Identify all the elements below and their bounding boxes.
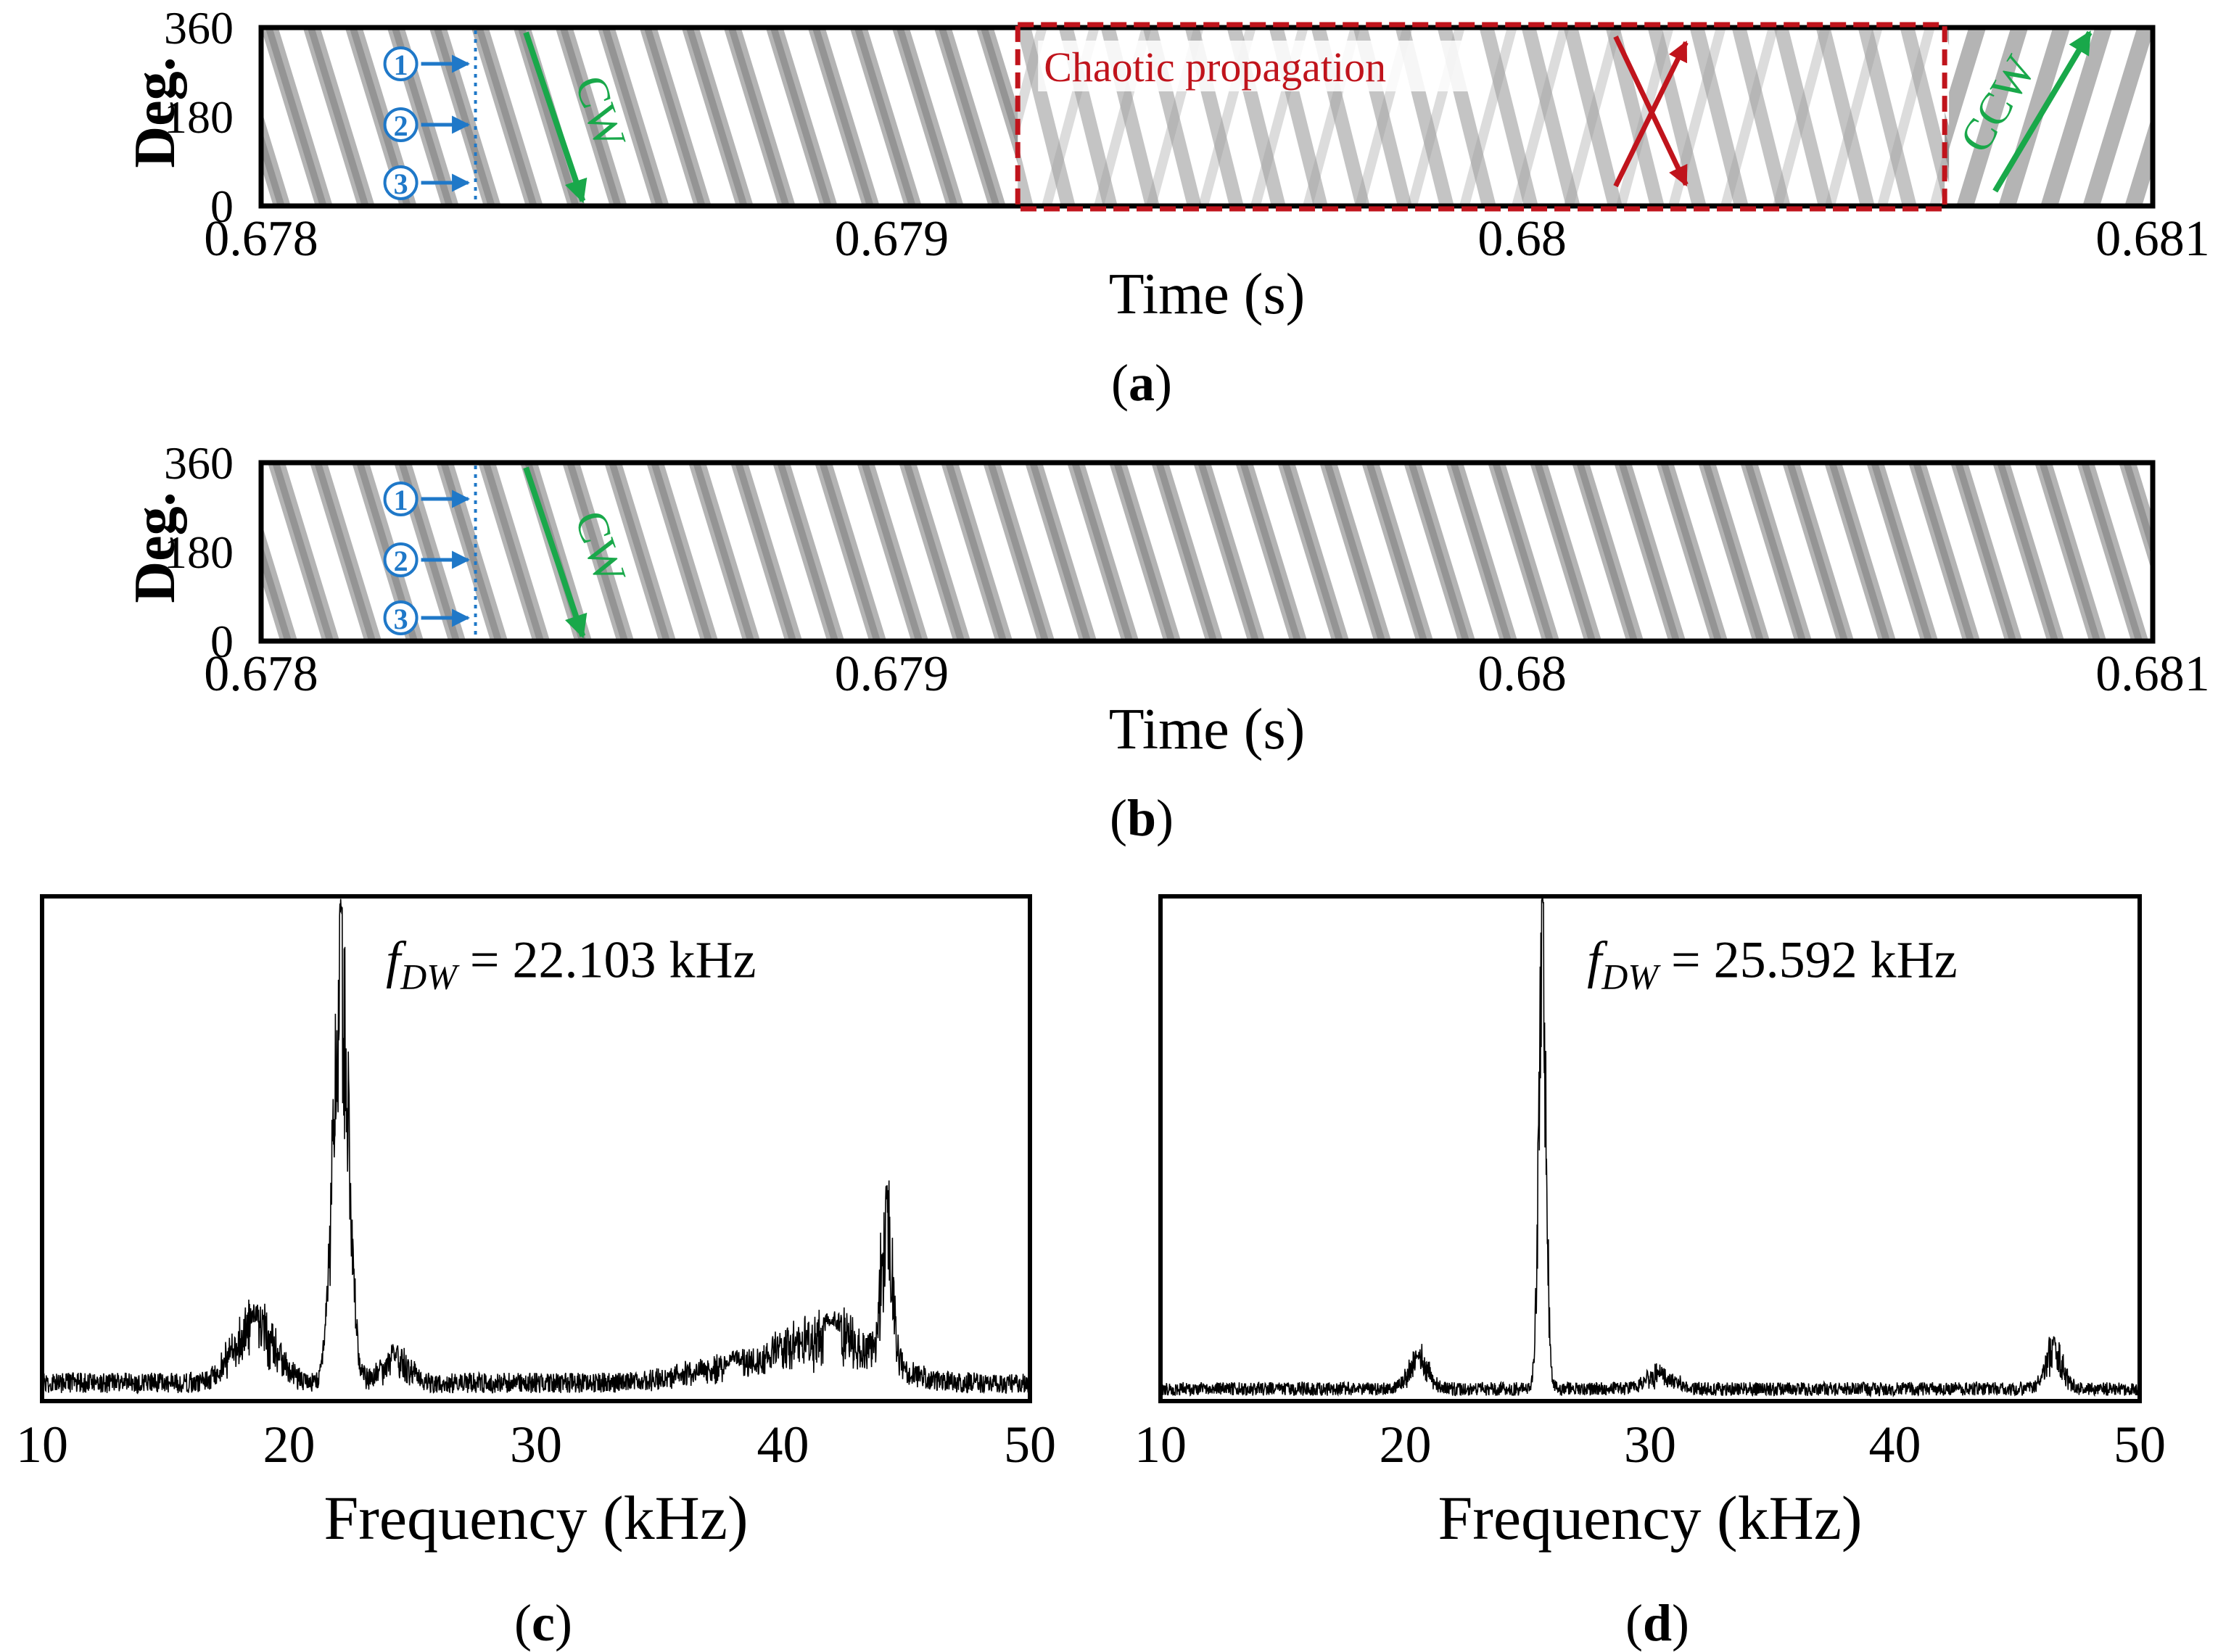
peak-annotation: fDW = 25.592 kHz [1587,931,1957,997]
x-axis-label: Time (s) [1109,263,1305,326]
sensor-marker-number: 3 [394,603,408,635]
sensor-marker-circle [383,600,419,635]
peak-annotation: fDW = 22.103 kHz [386,931,756,997]
x-tick-label: 0.679 [835,211,949,267]
chaotic-label: Chaotic propagation [1044,44,1386,91]
panel-c-spectrum: 10 20 30 40 50 Frequency (kHz) fDW = 22.103 kH… [16,894,1056,1652]
cw-arrow [523,466,588,639]
sensor-marker-circle [383,107,419,142]
x-tick-label: 30 [510,1416,562,1474]
y-axis-label: Deg. [123,57,187,168]
x-tick-label: 50 [1004,1416,1056,1474]
x-tick-label: 0.68 [1477,211,1567,267]
sensor-marker-number: 1 [394,484,408,516]
spectrum-trace [1160,898,2140,1398]
sensor-marker-number: 1 [394,49,408,81]
x-tick-label: 0.679 [835,646,949,702]
plot-frame [1158,894,2142,1403]
panel-label: (c) [514,1594,572,1652]
y-tick-label: 360 [164,437,234,489]
x-axis-label: Time (s) [1109,698,1305,761]
sensor-marker-circle [383,482,419,516]
ccw-stripe-field [1949,28,2153,206]
cross-arrow-down [1613,35,1689,187]
sensor-marker-circle [383,165,419,200]
sensor-marker-number: 3 [394,168,408,200]
plot-frame [40,894,1032,1403]
cw-arrow [523,31,588,204]
panel-label: (b) [1110,789,1174,847]
sensor-marker-number: 2 [394,110,408,142]
panel-b-spatiotemporal: 0.678 0.679 0.68 0.681 0 180 360 Time (s) Deg. (b… [123,437,2210,847]
x-tick-label: 20 [1380,1416,1432,1474]
sensor-marker-circle [383,46,419,81]
sensor-marker-number: 2 [394,545,408,577]
x-tick-label: 0.678 [204,211,318,267]
x-tick-label: 0.681 [2095,211,2210,267]
x-tick-label: 10 [1134,1416,1187,1474]
x-tick-label: 20 [263,1416,316,1474]
panel-d-spectrum: 10 20 30 40 50 Frequency (kHz) fDW = 25.592 kH… [1134,894,2166,1652]
spectrum-trace [41,899,1031,1395]
x-tick-label: 0.68 [1477,646,1567,702]
x-tick-label: 40 [757,1416,809,1474]
y-tick-label: 180 [164,526,234,578]
panel-label: (d) [1625,1594,1689,1652]
ccw-arrow [1992,30,2093,193]
y-tick-label: 0 [210,181,234,232]
sensor-marker-circle [383,542,419,577]
x-tick-label: 50 [2114,1416,2166,1474]
y-tick-label: 360 [164,2,234,54]
panel-a-spatiotemporal: 0.678 0.679 0.68 0.681 0 180 360 Time (s) Deg. (a… [123,2,2210,412]
plot-frame [258,460,2156,644]
x-axis-label: Frequency (kHz) [323,1483,748,1553]
x-axis-label: Frequency (kHz) [1438,1483,1862,1553]
x-tick-label: 40 [1869,1416,1921,1474]
y-tick-label: 0 [210,616,234,667]
chaotic-label-background [1038,41,1474,91]
x-tick-label: 30 [1624,1416,1676,1474]
x-tick-label: 10 [16,1416,68,1474]
cw-stripe-field [261,463,2153,641]
panel-label: (a) [1111,354,1172,412]
x-tick-label: 0.681 [2095,646,2210,702]
plot-frame [258,25,2156,209]
x-tick-label: 0.678 [204,646,318,702]
y-axis-label: Deg. [123,492,187,603]
y-tick-label: 180 [164,91,234,143]
